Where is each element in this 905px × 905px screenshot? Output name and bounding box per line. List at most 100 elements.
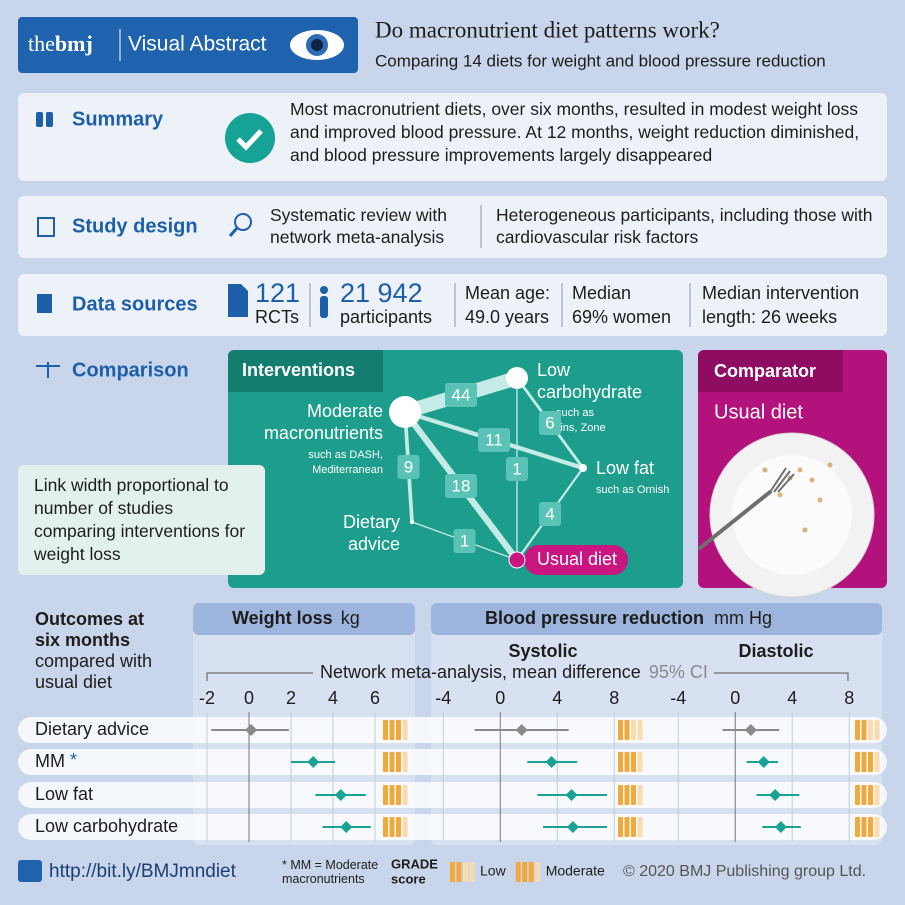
person-icon xyxy=(320,296,328,318)
check-icon xyxy=(225,113,275,163)
fork xyxy=(698,490,772,550)
x-tick-label: -2 xyxy=(199,688,215,708)
grade-bar xyxy=(624,785,630,805)
grade-bar xyxy=(861,785,867,805)
grade-bar xyxy=(624,720,630,740)
row-bg xyxy=(18,814,887,840)
grade-bar xyxy=(874,720,880,740)
grade-bar xyxy=(618,752,623,772)
link-label: 9 xyxy=(404,457,413,476)
mean-marker xyxy=(340,821,353,833)
mean-marker xyxy=(307,756,320,768)
grade-bar xyxy=(383,752,388,772)
crumb xyxy=(817,497,823,503)
search-icon xyxy=(234,213,252,231)
interventions-panel xyxy=(228,350,683,588)
section-label: Comparison xyxy=(72,359,189,381)
grade-bar xyxy=(402,752,408,772)
panel-title: Interventions xyxy=(242,360,355,380)
x-tick-label: 0 xyxy=(495,688,505,708)
grade-bar xyxy=(456,862,462,882)
grade-bar xyxy=(618,785,623,805)
grade-bar xyxy=(469,862,475,882)
mean-marker xyxy=(769,789,782,801)
link-label-box xyxy=(539,502,561,526)
study-item: Heterogeneous participants, including th… xyxy=(496,205,873,247)
node-label: Low xyxy=(537,360,571,380)
grade-bar xyxy=(535,862,541,882)
link-label: 18 xyxy=(452,476,471,495)
node-label: macronutrients xyxy=(264,423,383,443)
grade-bar xyxy=(874,817,880,837)
source-label: 49.0 years xyxy=(465,307,549,327)
node-example: such as DASH, xyxy=(308,449,383,461)
network-node xyxy=(508,551,526,569)
panel-tab xyxy=(698,350,843,392)
grade-bar xyxy=(463,862,468,882)
link-label-box xyxy=(539,411,561,435)
grade-subtitle: score xyxy=(391,871,426,886)
mean-marker xyxy=(334,789,347,801)
crumb xyxy=(762,467,768,473)
subtitle: Comparing 14 diets for weight and blood … xyxy=(375,51,826,70)
panel-tab xyxy=(228,350,383,392)
note-box xyxy=(18,465,265,575)
row-bg xyxy=(18,782,887,808)
grade-bar xyxy=(855,720,860,740)
grade-bar xyxy=(868,752,873,772)
footnote: * MM = Moderate macronutrients xyxy=(282,858,379,886)
grade-bar xyxy=(631,817,636,837)
x-tick-label: 0 xyxy=(244,688,254,708)
source-value: Median intervention xyxy=(702,283,859,303)
grade-bar xyxy=(637,817,643,837)
panel-title: Weight loss xyxy=(232,608,333,628)
node-example: such as Ornish xyxy=(596,484,669,496)
node-label: Dietary xyxy=(343,512,400,532)
link-label: 44 xyxy=(452,385,471,404)
node-label: Usual diet xyxy=(537,549,617,569)
x-tick-label: -4 xyxy=(435,688,451,708)
grade-bar xyxy=(637,720,643,740)
link-label-box xyxy=(506,457,528,481)
grade-bar xyxy=(450,862,455,882)
grade-bar xyxy=(874,752,880,772)
panel-header xyxy=(193,603,415,635)
person-icon xyxy=(320,286,328,294)
source-label: 69% women xyxy=(572,307,671,327)
x-tick-label: 8 xyxy=(844,688,854,708)
crumb xyxy=(809,477,815,483)
quote-icon xyxy=(36,112,43,127)
grade-bar xyxy=(868,720,873,740)
summary-text: Most macronutrient diets, over six month… xyxy=(290,99,860,165)
title: Do macronutrient diet patterns work? xyxy=(375,17,720,42)
row-bg xyxy=(18,749,887,775)
grade-bar xyxy=(624,817,630,837)
section-box xyxy=(18,196,887,258)
network-node xyxy=(410,520,414,524)
check-icon xyxy=(236,129,263,151)
brand: the xyxy=(28,31,55,56)
x-tick-label: 8 xyxy=(609,688,619,708)
x-tick-label: -4 xyxy=(670,688,686,708)
panel-title: Systolic xyxy=(508,641,577,661)
outcomes-title: Outcomes at six months xyxy=(35,609,144,650)
fork xyxy=(769,467,787,493)
section-box xyxy=(18,93,887,181)
grade-bar xyxy=(874,785,880,805)
grade-bar xyxy=(637,752,643,772)
grade-bar xyxy=(528,862,534,882)
mean-marker xyxy=(744,724,757,736)
grade-bar xyxy=(402,720,408,740)
row-marker: * xyxy=(70,750,77,770)
node-example: Mediterranean xyxy=(312,464,383,476)
axis-bracket xyxy=(206,672,313,681)
grade-legend-label: Low xyxy=(480,863,507,879)
brand: bmj xyxy=(55,31,93,56)
source-label: RCTs xyxy=(255,307,299,327)
plate xyxy=(732,455,852,575)
pencil-icon xyxy=(37,217,55,237)
quote-icon xyxy=(46,112,53,127)
grade-bar xyxy=(637,785,643,805)
source-label: participants xyxy=(340,307,432,327)
